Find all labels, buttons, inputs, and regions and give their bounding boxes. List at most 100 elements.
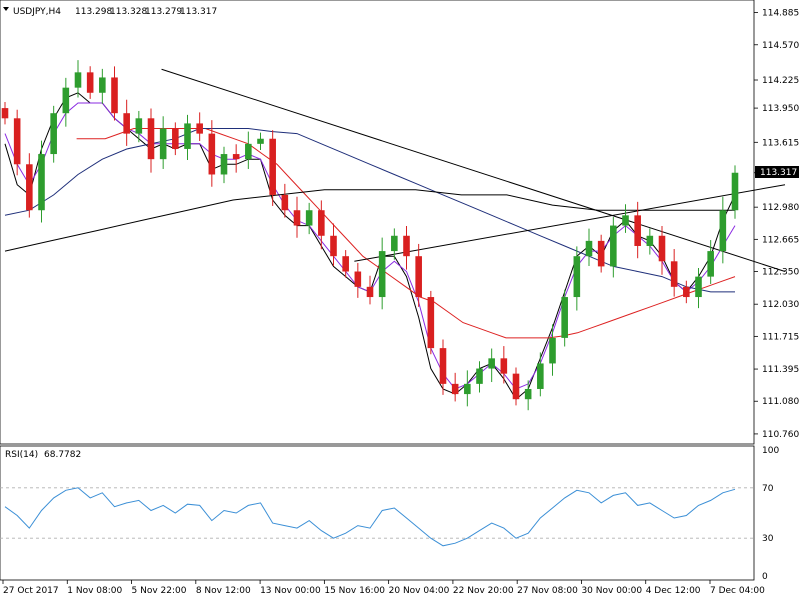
time-tick-label: 30 Nov 00:00 bbox=[581, 586, 642, 596]
ohlc-high: 113.328 bbox=[110, 7, 147, 17]
candles bbox=[1, 60, 739, 411]
time-tick-label: 13 Nov 00:00 bbox=[260, 586, 321, 596]
candle-body bbox=[646, 235, 654, 246]
price-tick-label: 113.950 bbox=[762, 104, 799, 114]
trendline bbox=[354, 184, 786, 262]
candle-body bbox=[610, 225, 617, 267]
trendlines bbox=[161, 68, 786, 272]
price-tick-label: 111.715 bbox=[762, 332, 799, 342]
candle-body bbox=[232, 154, 240, 160]
candle-body bbox=[184, 123, 191, 149]
candle-body bbox=[597, 240, 605, 267]
candle-body bbox=[147, 118, 155, 160]
candle-body bbox=[524, 388, 532, 400]
candle-body bbox=[354, 271, 362, 287]
candle-body bbox=[683, 286, 690, 298]
price-badge: 113.317 bbox=[760, 168, 797, 178]
candle-body bbox=[464, 383, 471, 395]
candle-body bbox=[719, 210, 727, 252]
price-tick-label: 112.350 bbox=[762, 268, 799, 278]
price-axis: 114.885 114.570 114.225 113.950 113.615 113.3… bbox=[754, 9, 799, 440]
candle-body bbox=[342, 256, 349, 272]
ohlc-low: 113.279 bbox=[145, 7, 182, 17]
candle-body bbox=[172, 128, 179, 149]
candle-body bbox=[366, 286, 374, 298]
candle-body bbox=[111, 77, 118, 114]
time-tick-label: 27 Oct 2017 bbox=[3, 586, 59, 596]
price-tick-label: 112.665 bbox=[762, 235, 799, 245]
candle-body bbox=[585, 240, 593, 257]
price-tick-label: 114.885 bbox=[762, 9, 799, 19]
candle-body bbox=[707, 251, 714, 277]
rsi-value: 68.7782 bbox=[44, 450, 81, 460]
candle-body bbox=[293, 210, 301, 226]
time-tick-label: 5 Nov 22:00 bbox=[132, 586, 187, 596]
time-tick-label: 8 Nov 12:00 bbox=[196, 586, 251, 596]
candle-body bbox=[26, 164, 33, 211]
candle-body bbox=[159, 128, 167, 160]
candle-body bbox=[573, 256, 581, 298]
candle-body bbox=[549, 337, 556, 364]
candle-body bbox=[403, 235, 410, 257]
candle-body bbox=[86, 72, 94, 93]
price-tick-label: 114.570 bbox=[762, 41, 799, 51]
candle-body bbox=[13, 118, 21, 165]
rsi-line bbox=[4, 487, 736, 547]
candle-body bbox=[622, 215, 629, 226]
time-tick-label: 7 Dec 04:00 bbox=[710, 586, 765, 596]
candle-body bbox=[123, 113, 130, 134]
price-tick-label: 111.395 bbox=[762, 365, 799, 375]
price-tick-label: 114.225 bbox=[762, 76, 799, 86]
candle-body bbox=[220, 154, 228, 175]
time-tick-label: 1 Nov 08:00 bbox=[67, 586, 122, 596]
rsi-series bbox=[4, 487, 736, 547]
candle-body bbox=[245, 143, 252, 160]
candle-body bbox=[330, 235, 337, 257]
candle-body bbox=[670, 261, 678, 287]
time-axis: 27 Oct 2017 1 Nov 08:00 5 Nov 22:00 8 Nov 1… bbox=[2, 580, 765, 596]
candle-body bbox=[451, 383, 459, 395]
ohlc-open: 113.298 bbox=[75, 7, 112, 17]
time-tick-label: 20 Nov 04:00 bbox=[389, 586, 450, 596]
price-tick-label: 112.980 bbox=[762, 203, 799, 213]
time-tick-label: 4 Dec 12:00 bbox=[646, 586, 701, 596]
price-tick-label: 112.030 bbox=[762, 300, 799, 310]
candle-body bbox=[561, 297, 568, 338]
candle-body bbox=[99, 77, 106, 93]
price-tick-label: 113.615 bbox=[762, 138, 799, 148]
candle-body bbox=[378, 251, 386, 298]
candle-body bbox=[695, 276, 702, 298]
candle-body bbox=[415, 256, 422, 298]
candle-body bbox=[257, 138, 264, 144]
candle-body bbox=[658, 235, 666, 262]
candle-body bbox=[281, 194, 289, 211]
candle-body bbox=[488, 358, 495, 369]
collapse-triangle-icon[interactable] bbox=[3, 7, 9, 11]
rsi-tick-label: 70 bbox=[762, 484, 774, 494]
candle-body bbox=[74, 72, 82, 88]
ohlc-close: 113.317 bbox=[180, 7, 217, 17]
trendline bbox=[161, 68, 786, 272]
candle-body bbox=[196, 123, 203, 134]
rsi-axis: 100 70 30 0 bbox=[0, 446, 779, 582]
time-tick-label: 15 Nov 16:00 bbox=[324, 586, 385, 596]
candle-body bbox=[476, 368, 483, 384]
rsi-label: RSI(14) bbox=[5, 450, 38, 460]
rsi-tick-label: 30 bbox=[762, 534, 774, 544]
candle-body bbox=[318, 210, 325, 236]
price-tick-label: 111.080 bbox=[762, 397, 799, 407]
candle-body bbox=[208, 133, 216, 175]
rsi-tick-label: 100 bbox=[762, 446, 779, 456]
candle-body bbox=[731, 172, 739, 211]
candle-body bbox=[427, 297, 435, 349]
candle-body bbox=[439, 348, 447, 384]
candle-body bbox=[500, 358, 508, 374]
candle-body bbox=[305, 210, 313, 226]
time-tick-label: 22 Nov 20:00 bbox=[453, 586, 514, 596]
rsi-tick-label: 0 bbox=[762, 572, 768, 582]
time-tick-label: 27 Nov 08:00 bbox=[517, 586, 578, 596]
candle-body bbox=[50, 113, 57, 155]
candle-body bbox=[1, 108, 9, 119]
candle-body bbox=[537, 363, 544, 389]
